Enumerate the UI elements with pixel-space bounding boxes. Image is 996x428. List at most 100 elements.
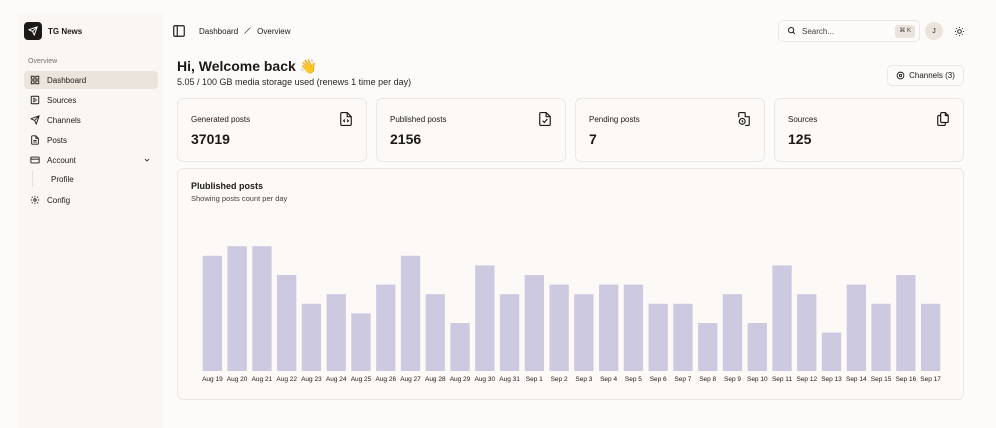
chart-bar[interactable] — [252, 246, 272, 371]
chart-bar[interactable] — [871, 303, 891, 371]
sidebar-toggle-icon[interactable] — [172, 24, 186, 38]
chart-bar[interactable] — [450, 323, 470, 371]
chart-bar[interactable] — [722, 294, 743, 371]
x-tick-label: Sep 4 — [600, 376, 617, 383]
chart-bar[interactable] — [376, 284, 396, 371]
sidebar-item-channels[interactable]: Channels — [24, 111, 158, 129]
avatar[interactable]: J — [925, 22, 943, 40]
chart-bar[interactable] — [623, 284, 644, 371]
sidebar-item-config[interactable]: Config — [24, 191, 158, 209]
gear-icon — [29, 194, 41, 206]
x-tick-label: Sep 15 — [871, 376, 892, 383]
stat-card-sources: Sources 125 — [774, 98, 964, 162]
send-icon — [29, 114, 41, 126]
sidebar-item-label: Channels — [47, 115, 81, 125]
chart-bar[interactable] — [227, 246, 247, 371]
stat-label: Generated posts — [191, 115, 251, 124]
chart-bar[interactable] — [772, 265, 792, 371]
x-tick-label: Aug 21 — [252, 376, 273, 383]
x-tick-label: Sep 10 — [747, 376, 768, 383]
chart-bar[interactable] — [673, 303, 693, 371]
sources-icon — [29, 94, 41, 106]
stat-value: 2156 — [390, 131, 422, 147]
chart-bar[interactable] — [896, 275, 916, 371]
slash-icon — [243, 26, 252, 37]
dashboard-grid-icon — [29, 74, 41, 86]
nav-caption: Overview — [28, 58, 58, 65]
chart-bar[interactable] — [202, 255, 222, 371]
chart-bar[interactable] — [599, 284, 619, 371]
x-tick-label: Aug 25 — [351, 376, 372, 383]
sidebar-subitem-profile[interactable]: Profile — [32, 171, 158, 187]
chart-bar[interactable] — [351, 313, 371, 371]
x-tick-label: Sep 3 — [575, 376, 592, 383]
chart-bar[interactable] — [499, 294, 520, 371]
sidebar-item-account[interactable]: Account — [24, 151, 158, 169]
chart-bar[interactable] — [846, 284, 866, 371]
sidebar-item-label: Config — [47, 195, 71, 205]
chart-bar[interactable] — [821, 332, 842, 371]
topbar: Dashboard Overview Search... ⌘ K J — [170, 20, 966, 42]
file-check-icon — [539, 112, 551, 126]
chart-bar[interactable] — [475, 265, 495, 371]
radio-circle-icon — [896, 71, 905, 80]
brand-name: TG News — [48, 26, 83, 36]
x-tick-label: Sep 12 — [796, 376, 817, 383]
paper-plane-icon — [24, 22, 42, 40]
channels-button-label: Channels (3) — [909, 71, 955, 80]
chart-bar[interactable] — [549, 284, 569, 371]
chart-bar[interactable] — [301, 303, 322, 371]
x-tick-label: Sep 16 — [896, 376, 917, 383]
breadcrumb-overview: Overview — [257, 27, 291, 36]
chart-bar[interactable] — [797, 294, 817, 371]
bar-chart: Aug 19 Aug 20 Aug 21 Aug 22 Aug 23 Aug 24 Aug … — [202, 246, 941, 383]
sun-icon[interactable] — [951, 23, 967, 39]
chart-bar[interactable] — [747, 323, 767, 371]
x-tick-label: Sep 8 — [699, 376, 716, 383]
x-tick-label: Sep 2 — [551, 376, 568, 383]
chart-bar[interactable] — [277, 275, 297, 371]
chart-bar[interactable] — [921, 303, 941, 371]
x-tick-label: Sep 6 — [650, 376, 667, 383]
x-tick-label: Sep 5 — [625, 376, 642, 383]
stats-cards: Generated posts 37019 Published posts 21… — [177, 98, 964, 162]
stat-label: Pending posts — [589, 115, 640, 124]
file-text-icon — [29, 134, 41, 146]
search-shortcut: ⌘ K — [895, 25, 915, 38]
x-tick-label: Aug 31 — [499, 376, 520, 383]
chart-bar[interactable] — [400, 255, 421, 371]
stat-value: 37019 — [191, 131, 230, 147]
x-tick-label: Aug 28 — [425, 376, 446, 383]
stat-value: 7 — [589, 131, 597, 147]
sidebar-item-label: Sources — [47, 95, 77, 105]
breadcrumb-dashboard[interactable]: Dashboard — [199, 27, 239, 36]
chart-bar[interactable] — [524, 275, 544, 371]
search-input[interactable]: Search... ⌘ K — [778, 20, 920, 42]
sidebar-item-posts[interactable]: Posts — [24, 131, 158, 149]
x-tick-label: Aug 30 — [474, 376, 495, 383]
chevron-down-icon[interactable] — [143, 155, 153, 165]
chart-bar[interactable] — [574, 294, 594, 371]
sidebar-item-sources[interactable]: Sources — [24, 91, 158, 109]
brand[interactable]: TG News — [24, 22, 82, 40]
chart-bar[interactable] — [425, 294, 445, 371]
x-tick-label: Sep 9 — [724, 376, 741, 383]
file-clock-icon — [738, 112, 750, 126]
channels-button[interactable]: Channels (3) — [887, 65, 964, 86]
chart-bar[interactable] — [648, 303, 668, 371]
file-code-icon — [340, 112, 352, 126]
search-icon — [787, 26, 796, 37]
chart-subtitle: Showing posts count per day — [191, 194, 288, 203]
breadcrumb: Dashboard Overview — [199, 26, 290, 37]
chart-bar[interactable] — [698, 323, 718, 371]
x-tick-label: Sep 1 — [526, 376, 543, 383]
sidebar-item-label: Account — [47, 155, 76, 165]
sidebar-item-label: Posts — [47, 135, 68, 145]
sidebar-item-dashboard[interactable]: Dashboard — [24, 71, 158, 89]
stat-value: 125 — [788, 131, 812, 147]
x-tick-label: Sep 7 — [674, 376, 691, 383]
chart-bar[interactable] — [326, 294, 346, 371]
x-tick-label: Aug 29 — [450, 376, 471, 383]
x-tick-label: Aug 19 — [202, 376, 223, 383]
stat-card-published: Published posts 2156 — [376, 98, 566, 162]
